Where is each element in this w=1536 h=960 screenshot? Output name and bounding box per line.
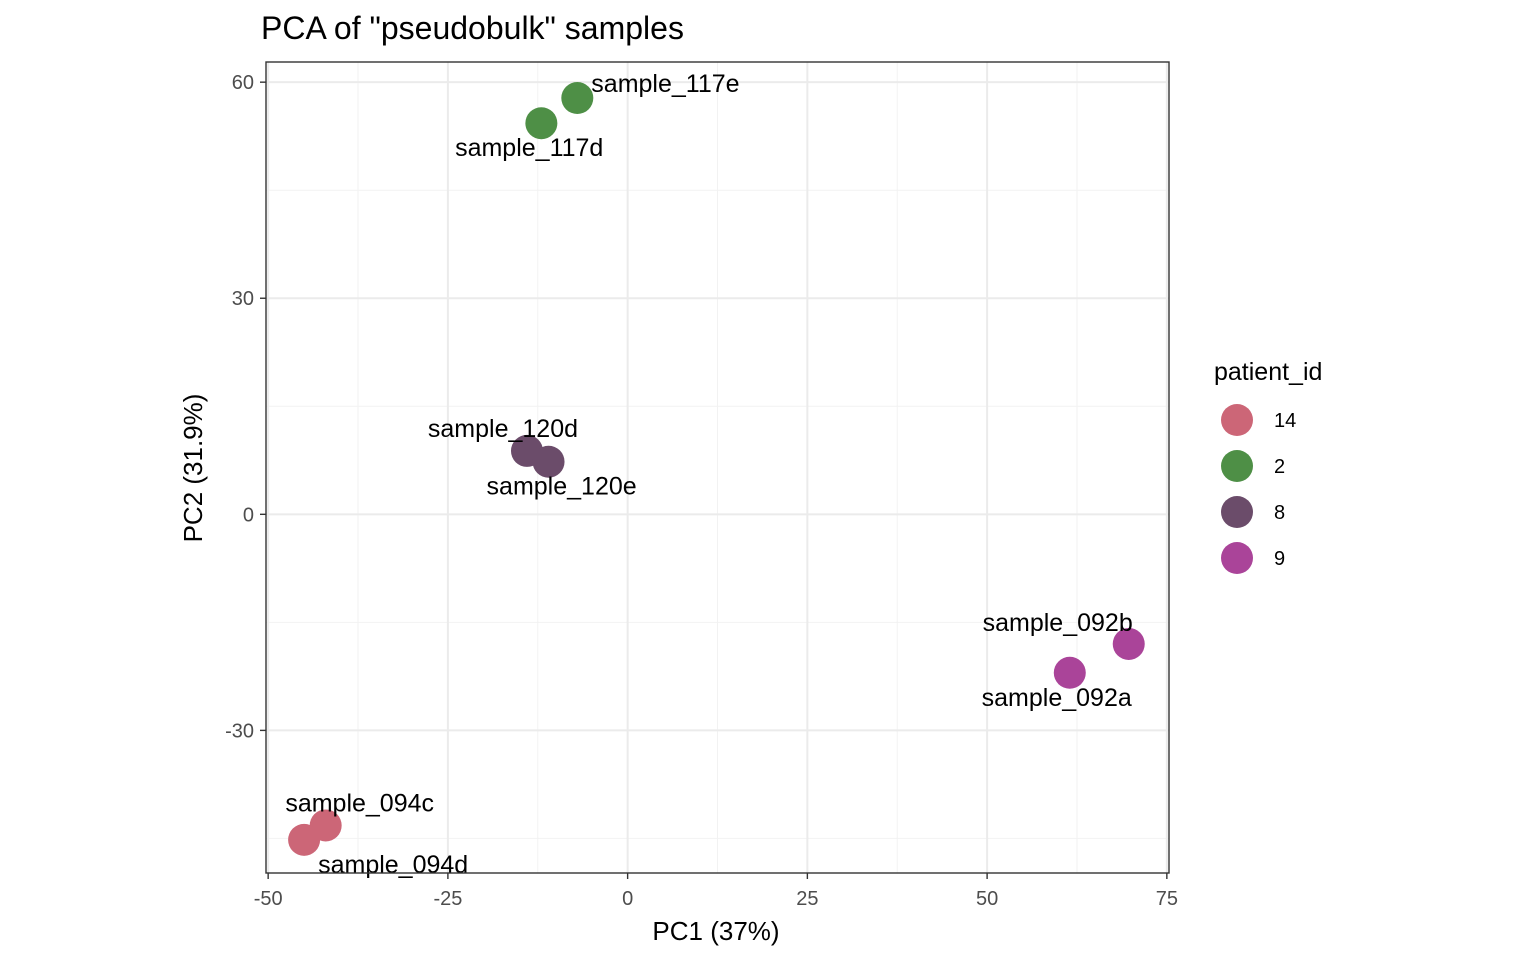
point-label: sample_092b	[983, 609, 1133, 637]
x-tick-label: -50	[254, 888, 283, 910]
point-label: sample_120d	[428, 415, 578, 443]
legend-key	[1221, 404, 1253, 436]
legend: patient_id 14 2 8 9	[1214, 358, 1322, 574]
legend-key	[1221, 542, 1253, 574]
data-point	[288, 823, 321, 856]
x-axis-ticks: -50 -25 0 25 50 75	[254, 873, 1178, 910]
x-tick-label: -25	[433, 888, 462, 910]
point-label: sample_117e	[591, 70, 739, 98]
legend-key	[1221, 450, 1253, 482]
chart-title: PCA of "pseudobulk" samples	[261, 10, 684, 46]
point-label: sample_094d	[318, 851, 468, 879]
plot-panel-border	[265, 61, 1170, 874]
y-axis-title: PC2 (31.9%)	[178, 394, 208, 543]
point-label: sample_094c	[285, 789, 434, 817]
x-tick-label: 75	[1156, 888, 1178, 910]
legend-label: 2	[1274, 456, 1285, 478]
y-tick-label: 30	[232, 288, 254, 310]
point-label: sample_117d	[455, 134, 603, 162]
y-tick-label: 0	[243, 504, 254, 526]
grid-lines	[266, 62, 1169, 873]
y-tick-label: 60	[232, 72, 254, 94]
legend-title: patient_id	[1214, 358, 1322, 386]
point-label: sample_120e	[487, 473, 637, 501]
legend-label: 9	[1274, 548, 1285, 570]
data-point	[1053, 656, 1086, 689]
point-labels: sample_117e sample_117d sample_120d sample_…	[285, 70, 1132, 879]
x-tick-label: 50	[976, 888, 998, 910]
y-tick-label: -30	[225, 720, 254, 742]
point-label: sample_092a	[982, 684, 1132, 712]
legend-label: 14	[1274, 410, 1296, 432]
x-tick-label: 0	[622, 888, 633, 910]
data-point	[532, 445, 565, 478]
y-axis-ticks: -30 0 30 60	[225, 72, 266, 742]
data-points	[288, 82, 1145, 856]
x-tick-label: 25	[796, 888, 818, 910]
legend-label: 8	[1274, 502, 1285, 524]
legend-key	[1221, 496, 1253, 528]
data-point	[561, 82, 594, 115]
data-point	[1112, 627, 1145, 660]
x-axis-title: PC1 (37%)	[652, 916, 779, 946]
data-point	[525, 107, 558, 140]
